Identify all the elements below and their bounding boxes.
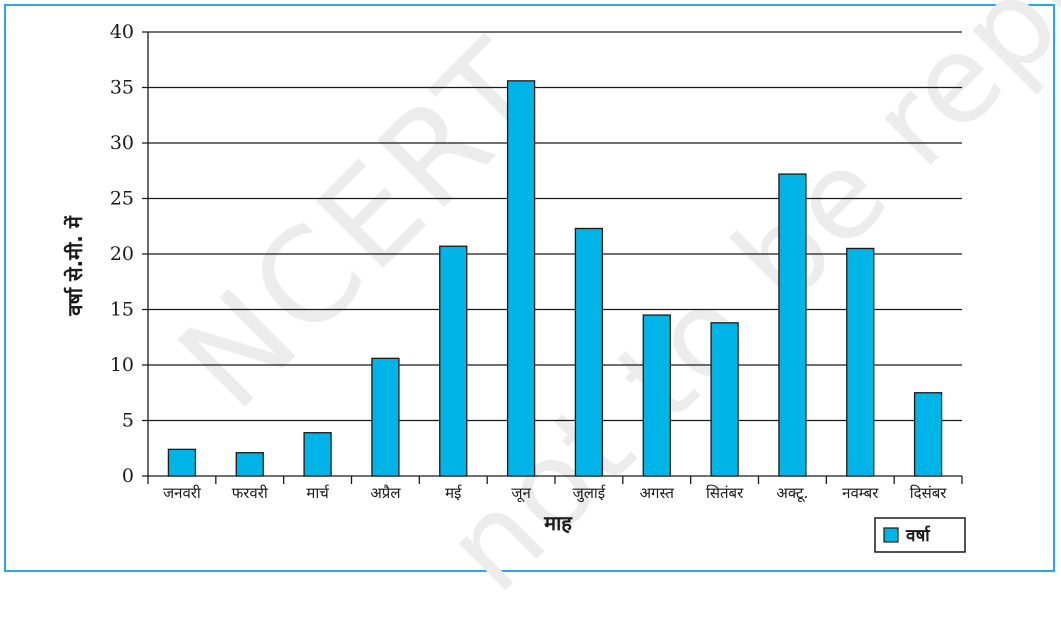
- bar: [574, 227, 604, 477]
- y-tick-label: 0: [122, 465, 134, 487]
- x-axis-ticks: जनवरी फरवरी मार्च अप्रैल मई जून जुलाई अगस्त सितं…: [147, 476, 963, 503]
- x-tick-label: जून: [511, 484, 531, 503]
- y-tick-label: 25: [110, 188, 134, 210]
- bar: [710, 322, 739, 477]
- legend-swatch: [883, 527, 899, 543]
- bar-chart: 0 5 10 15 20 25 30 35 40 जनवरी फरवरी मार्च अप्रैल मई…: [63, 21, 966, 553]
- x-tick-label: जनवरी: [163, 484, 202, 502]
- x-tick-label: दिसंबर: [910, 484, 948, 502]
- bar: [371, 357, 400, 477]
- bar: [439, 245, 468, 477]
- legend: वर्षा: [874, 517, 966, 553]
- bar: [167, 448, 197, 477]
- gridlines: [142, 31, 962, 477]
- legend-label: वर्षा: [905, 525, 931, 546]
- bar: [642, 314, 671, 477]
- legend-box: [874, 517, 966, 553]
- y-tick-label: 40: [110, 21, 134, 43]
- y-axis-ticks: 0 5 10 15 20 25 30 35 40: [110, 21, 134, 487]
- bar: [506, 80, 536, 477]
- x-tick-label: नवम्बर: [842, 484, 879, 502]
- bars: [167, 80, 943, 477]
- x-tick-label: फरवरी: [232, 484, 269, 502]
- x-tick-label: अगस्त: [640, 484, 675, 502]
- bar: [778, 173, 807, 477]
- x-tick-label: अप्रैल: [370, 484, 401, 502]
- y-tick-label: 35: [110, 77, 134, 99]
- y-tick-label: 5: [122, 410, 134, 432]
- x-tick-label: अक्टू.: [776, 484, 808, 503]
- y-axis-title: वर्षा से.मी. में: [63, 215, 87, 317]
- x-tick-label: मई: [445, 484, 462, 502]
- bar: [913, 392, 943, 477]
- bar: [846, 247, 875, 477]
- y-tick-label: 20: [110, 243, 134, 265]
- x-tick-label: जुलाई: [573, 484, 607, 503]
- y-tick-label: 10: [110, 354, 134, 376]
- x-tick-label: सितंबर: [706, 484, 744, 502]
- y-tick-label: 15: [110, 299, 134, 321]
- bar: [235, 452, 264, 477]
- bar: [303, 432, 332, 477]
- y-tick-label: 30: [110, 132, 134, 154]
- x-tick-label: मार्च: [306, 484, 329, 502]
- x-axis-title: माह: [543, 511, 573, 535]
